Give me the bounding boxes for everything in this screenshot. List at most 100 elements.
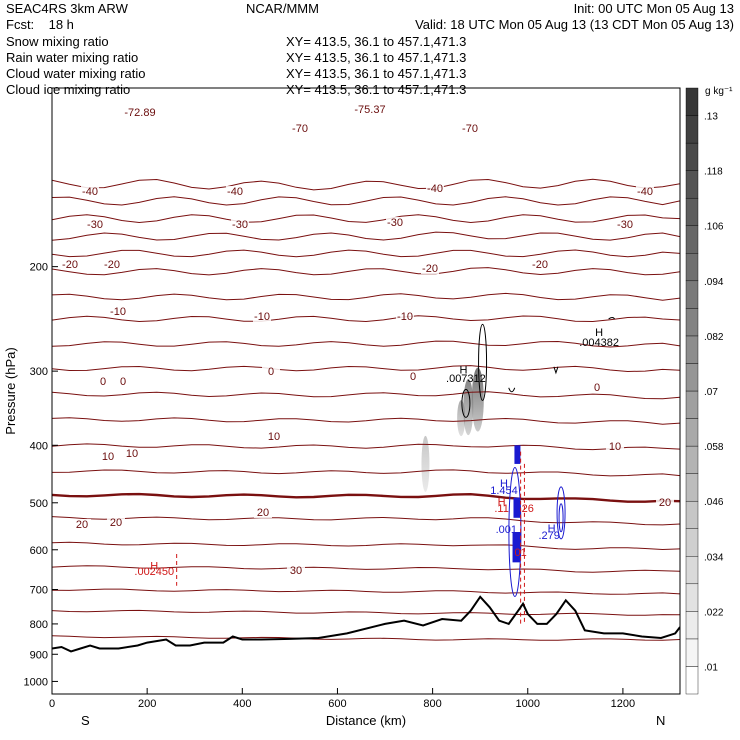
x-tick-label: 600 <box>328 698 346 710</box>
isotherm-label-bg <box>107 517 125 528</box>
colorbar-swatch <box>685 445 699 474</box>
max-annotation: H <box>150 561 158 573</box>
isotherm-label-bg <box>61 259 79 270</box>
max-annotation: H <box>460 365 468 377</box>
cloud-water-core <box>514 445 521 464</box>
y-tick-label: 900 <box>30 649 48 661</box>
isotherm-label: -30 <box>617 219 633 231</box>
isotherm-label: -70 <box>292 123 308 135</box>
isotherm-line <box>52 516 680 526</box>
isotherm-line <box>52 214 680 224</box>
colorbar-swatch <box>685 115 699 144</box>
cloud-water-core <box>513 497 521 518</box>
colorbar-swatch <box>685 87 699 116</box>
y-tick-label: 800 <box>30 619 48 631</box>
isotherm-label: -40 <box>82 186 98 198</box>
field-xy-cloud-water: XY= 413.5, 36.1 to 457.1,471.3 <box>286 66 466 81</box>
cloud-water-core <box>512 531 521 563</box>
colorbar-label: .058 <box>704 442 724 453</box>
isotherm-label-bg <box>265 431 283 442</box>
isotherm-label-bg <box>588 382 606 393</box>
field-label-snow: Snow mixing ratio <box>6 34 109 49</box>
colorbar-swatch <box>685 500 699 529</box>
field-label-cloud-water: Cloud water mixing ratio <box>6 66 145 81</box>
x-axis-title: Distance (km) <box>326 713 406 728</box>
max-annotation: H <box>548 523 556 535</box>
isotherm-label: 10 <box>268 431 280 443</box>
y-tick-label: 600 <box>30 545 48 557</box>
colorbar-swatch <box>685 335 699 364</box>
max-annotation: H <box>595 327 603 339</box>
isotherm-label: 20 <box>110 517 122 529</box>
isotherm-label: -72.89 <box>124 107 155 119</box>
isotherm-label-bg <box>81 186 99 197</box>
isotherm-line <box>52 609 680 616</box>
y-tick-label: 400 <box>30 440 48 452</box>
colorbar-swatch <box>685 666 699 695</box>
model-title: SEAC4RS 3km ARW <box>6 1 129 16</box>
colorbar-label: .13 <box>704 112 718 123</box>
isotherm-label-bg <box>253 311 271 322</box>
isotherm-label: -40 <box>637 186 653 198</box>
isotherm-line <box>52 417 680 425</box>
isotherm-label-bg <box>109 306 127 317</box>
colorbar-swatch <box>685 473 699 502</box>
isotherm-line <box>52 443 680 451</box>
isotherm-label: -40 <box>427 183 443 195</box>
isotherm-label: 20 <box>257 507 269 519</box>
max-annotation: H <box>500 478 508 490</box>
colorbar-label: .01 <box>704 662 718 673</box>
init-time: Init: 00 UTC Mon 05 Aug 13 <box>574 1 734 16</box>
x-tick-label: 0 <box>49 698 55 710</box>
colorbar-swatch <box>685 225 699 254</box>
ice-contour <box>478 323 488 401</box>
x-tick-label: 800 <box>423 698 441 710</box>
isotherm-label: -20 <box>532 259 548 271</box>
isotherm-label: -30 <box>387 217 403 229</box>
isotherm-label: 10 <box>609 441 621 453</box>
isotherm-label: 0 <box>120 376 126 388</box>
colorbar-swatch <box>685 556 699 585</box>
isotherm-label: 20 <box>659 497 671 509</box>
isotherm-line <box>52 469 680 477</box>
field-xy-snow: XY= 413.5, 36.1 to 457.1,471.3 <box>286 34 466 49</box>
isotherm-label: -71.95 <box>14 107 45 119</box>
max-annotation: .279 <box>538 530 559 542</box>
max-annotation: 26 <box>522 503 534 515</box>
plot-area: -71.95 -72.89 -75.37 -70 -70 -40 -40 -40 -40 -30 -… <box>14 104 680 653</box>
isotherm-label: -20 <box>422 263 438 275</box>
isotherm-label: -70 <box>462 123 478 135</box>
isotherm-label-bg <box>361 104 379 115</box>
isotherm-label: 20 <box>76 519 88 531</box>
isotherm-label-bg <box>616 219 634 230</box>
colorbar-swatch <box>685 363 699 392</box>
isotherm-label: 0 <box>594 382 600 394</box>
isotherm-line <box>52 565 680 573</box>
isotherm-label: 30 <box>290 565 302 577</box>
isotherm-label-bg <box>94 376 112 387</box>
colorbar-swatch <box>685 280 699 309</box>
isotherm-label: -20 <box>62 259 78 271</box>
hydrometeor-contours <box>176 316 616 624</box>
isotherm-label-bg <box>291 123 309 134</box>
plot-frame <box>51 87 681 695</box>
isotherm-label-bg <box>231 219 249 230</box>
isotherm-label: -30 <box>232 219 248 231</box>
colorbar: .01 .022 .034 .046 .058 .07 .082 .094 .106 .118 .1… <box>685 87 724 695</box>
colorbar-label: .106 <box>704 222 724 233</box>
center-title: NCAR/MMM <box>246 1 319 16</box>
isotherm-line <box>52 249 680 258</box>
isotherm-label-bg <box>131 107 149 118</box>
valid-time: Valid: 18 UTC Mon 05 Aug 13 (13 CDT Mon … <box>415 17 734 32</box>
isotherm-label-bg <box>461 123 479 134</box>
max-annotation: .004382 <box>579 337 619 349</box>
max-annotation: .002450 <box>134 566 174 578</box>
isotherm-label: 10 <box>126 448 138 460</box>
max-annotation: .007312 <box>446 373 486 385</box>
isotherm-line <box>52 340 680 348</box>
max-annotation: .11 <box>494 503 508 515</box>
isotherm-line <box>52 267 680 276</box>
y-tick-label: 500 <box>30 498 48 510</box>
y-tick-label: 1000 <box>24 676 48 688</box>
